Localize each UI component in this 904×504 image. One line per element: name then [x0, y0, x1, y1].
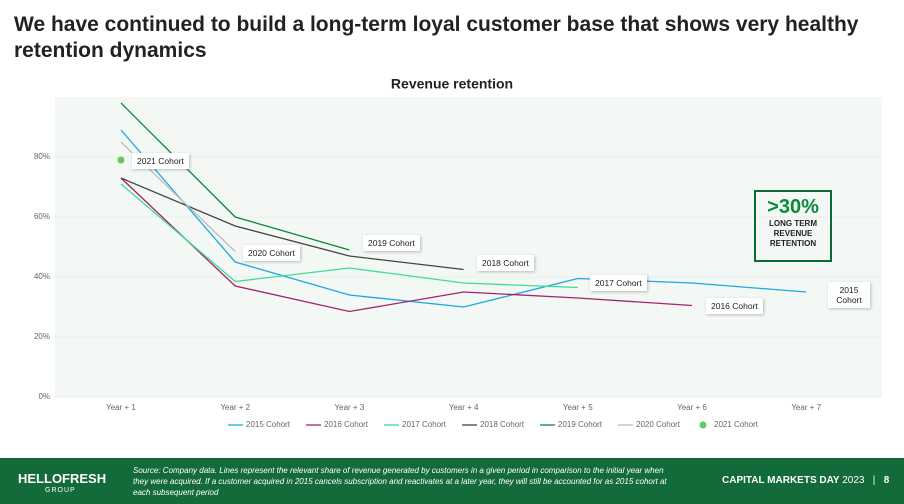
callout: >30% LONG TERM REVENUE RETENTION: [754, 190, 832, 262]
callout-text: LONG TERM REVENUE RETENTION: [769, 219, 817, 248]
x-tick-label: Year + 4: [449, 403, 479, 412]
legend-label: 2016 Cohort: [324, 420, 369, 429]
data-point: [117, 156, 125, 164]
y-tick-label: 0%: [38, 392, 50, 401]
separator: |: [872, 475, 876, 486]
x-tick-label: Year + 6: [677, 403, 707, 412]
cohort-label: 2020 Cohort: [243, 245, 300, 261]
series-line: [120, 183, 578, 289]
legend-label: 2021 Cohort: [714, 420, 759, 429]
slide-title: We have continued to build a long-term l…: [14, 13, 859, 62]
plot-area: [55, 97, 882, 397]
legend-label: 2017 Cohort: [402, 420, 447, 429]
cohort-label: 2019 Cohort: [363, 235, 420, 251]
y-tick-label: 60%: [34, 212, 50, 221]
cohort-label: 2021 Cohort: [132, 153, 189, 169]
x-tick-label: Year + 5: [563, 403, 593, 412]
cohort-label: 2016 Cohort: [706, 298, 763, 314]
x-tick-label: Year + 7: [791, 403, 821, 412]
y-tick-label: 80%: [34, 152, 50, 161]
event-name: CAPITAL MARKETS DAY: [722, 475, 840, 486]
event: CAPITAL MARKETS DAY 2023 | 8: [722, 475, 889, 486]
legend-label: 2019 Cohort: [558, 420, 603, 429]
page-number: 8: [883, 475, 890, 486]
logo-sub: GROUP: [45, 487, 76, 494]
x-tick-label: Year + 2: [220, 403, 250, 412]
series-line: [120, 177, 464, 271]
cohort-label: 2018 Cohort: [477, 255, 534, 271]
cohort-label: 2015 Cohort: [828, 282, 870, 308]
source-note: Source: Company data. Lines represent th…: [133, 466, 667, 497]
callout-value: >30%: [767, 196, 819, 218]
legend-label: 2020 Cohort: [636, 420, 681, 429]
footer: HELLOFRESH GROUP Source: Company data. L…: [0, 458, 904, 504]
legend-label: 2018 Cohort: [480, 420, 525, 429]
y-tick-label: 40%: [34, 272, 50, 281]
y-tick-label: 20%: [34, 332, 50, 341]
event-year: 2023: [842, 475, 865, 486]
series-line: [120, 102, 350, 251]
series-line: [120, 177, 693, 313]
legend-swatch: [699, 421, 707, 429]
series-line: [120, 129, 807, 308]
x-tick-label: Year + 1: [106, 403, 136, 412]
logo: HELLOFRESH: [18, 471, 107, 486]
x-tick-label: Year + 3: [335, 403, 365, 412]
legend-label: 2015 Cohort: [246, 420, 291, 429]
chart: Revenue retention 0% 20% 40% 60% 80% Year + 1…: [34, 76, 882, 429]
cohort-label: 2017 Cohort: [590, 275, 647, 291]
chart-title: Revenue retention: [391, 76, 513, 92]
